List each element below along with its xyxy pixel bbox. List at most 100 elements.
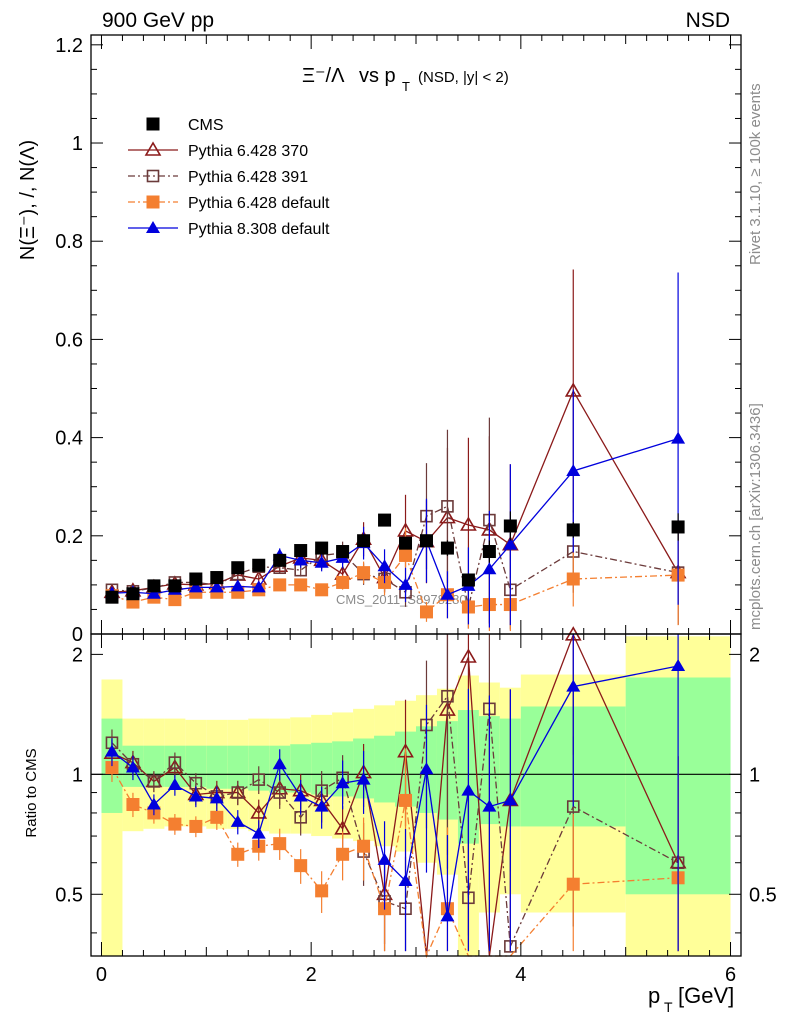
data-point — [126, 587, 140, 601]
data-point — [105, 590, 119, 604]
x-tick-label: 6 — [725, 964, 736, 986]
ratio-point — [356, 772, 371, 785]
ratio-point — [231, 786, 245, 799]
rivet-version-label: Rivet 3.1.10, ≥ 100k events — [747, 83, 764, 265]
data-point — [230, 579, 245, 592]
title-ratio: Ξ⁻/Λ — [302, 65, 345, 87]
ratio-point — [336, 847, 350, 861]
data-point — [189, 572, 203, 586]
data-point — [251, 580, 266, 593]
y-tick-label: 0.6 — [55, 329, 83, 351]
data-point — [482, 562, 497, 575]
data-point — [503, 519, 517, 533]
ratio-series-pythia-8-308-default — [104, 634, 686, 952]
header-process-label: NSD — [686, 9, 730, 32]
data-point — [315, 541, 329, 555]
data-point — [461, 573, 475, 587]
bottom-y-axis-title: Ratio to CMS — [23, 748, 40, 837]
data-point — [168, 593, 182, 607]
data-point — [419, 534, 433, 548]
ratio-point — [441, 689, 454, 703]
ratio-point — [503, 793, 518, 806]
ratio-line — [111, 694, 679, 949]
legend-item-pythia-6-428-default: Pythia 6.428 default — [128, 195, 330, 212]
legend-marker — [146, 169, 160, 183]
data-point — [209, 580, 224, 593]
data-point — [188, 580, 203, 593]
ratio-point — [250, 804, 268, 819]
stat-uncertainty-band — [227, 745, 249, 789]
legend-label: CMS — [188, 117, 224, 134]
x-axis-title: p T [GeV] — [648, 983, 734, 1015]
title-selection: (NSD, |y| < 2) — [418, 69, 509, 86]
legend-marker — [146, 117, 160, 131]
ratio-point — [252, 773, 266, 786]
ratio-line — [111, 767, 679, 959]
data-point — [273, 553, 287, 567]
title-pt-subscript: T — [402, 79, 410, 94]
data-point — [566, 523, 580, 537]
data-point — [357, 566, 371, 580]
legend-label: Pythia 8.308 default — [188, 221, 330, 238]
stat-uncertainty-band — [374, 735, 396, 803]
ratio-point — [209, 791, 224, 804]
ratio-point — [231, 847, 245, 861]
data-point — [336, 575, 350, 589]
y-tick-label-right: 2 — [749, 644, 760, 666]
data-point — [399, 548, 413, 562]
stat-uncertainty-band — [311, 742, 333, 795]
ratio-point — [398, 873, 413, 886]
data-point — [671, 431, 686, 444]
data-point — [460, 516, 477, 531]
y-tick-label: 0 — [72, 624, 83, 646]
y-tick-label: 0.5 — [55, 884, 83, 906]
x-title-unit: [GeV] — [678, 983, 734, 1008]
data-point — [377, 559, 392, 572]
data-point — [399, 536, 413, 550]
data-point — [294, 578, 308, 592]
ratio-point — [273, 837, 287, 851]
series-pythia-6-428-370 — [103, 269, 687, 626]
ratio-point — [147, 775, 161, 788]
legend-marker — [144, 141, 162, 156]
data-point — [503, 537, 518, 550]
top-y-axis: 0 0.2 0.4 0.6 0.8 1 1.2 — [55, 35, 741, 646]
ratio-line — [111, 633, 679, 957]
data-point — [441, 500, 454, 513]
series-line — [111, 554, 679, 613]
mcplots-source-label: mcplots.cern.ch [arXiv:1306.3436] — [747, 403, 764, 630]
stat-uncertainty-band — [185, 745, 207, 787]
ratio-point — [461, 783, 476, 796]
ratio-point — [377, 852, 392, 865]
series-line — [111, 437, 679, 596]
y-tick-label: 0.2 — [55, 526, 83, 548]
data-point — [210, 571, 224, 585]
y-tick-label: 0.8 — [55, 231, 83, 253]
legend-label: Pythia 6.428 default — [188, 195, 330, 212]
data-point — [231, 561, 245, 575]
ratio-point — [230, 814, 245, 827]
ratio-point — [294, 859, 308, 873]
ratio-point — [168, 817, 182, 831]
legend-marker — [146, 195, 160, 209]
data-point — [566, 572, 580, 586]
data-point — [440, 587, 455, 600]
ratio-point — [188, 789, 203, 802]
ratio-point — [189, 819, 203, 833]
ratio-point — [566, 877, 580, 891]
data-point — [147, 579, 161, 593]
data-point — [378, 513, 392, 527]
stat-uncertainty-band — [206, 745, 228, 789]
ratio-point — [273, 786, 287, 799]
stat-uncertainty-band — [290, 744, 312, 793]
legend-item-cms: CMS — [146, 117, 224, 134]
ratio-point — [126, 798, 140, 812]
data-point — [294, 544, 308, 558]
legend-label: Pythia 6.428 370 — [188, 143, 308, 160]
ratio-point — [671, 659, 686, 672]
ratio-point — [293, 789, 308, 802]
x-tick-label: 2 — [306, 964, 317, 986]
data-point — [671, 520, 685, 534]
legend-item-pythia-6-428-391: Pythia 6.428 391 — [128, 169, 308, 186]
ratio-point — [125, 760, 140, 773]
